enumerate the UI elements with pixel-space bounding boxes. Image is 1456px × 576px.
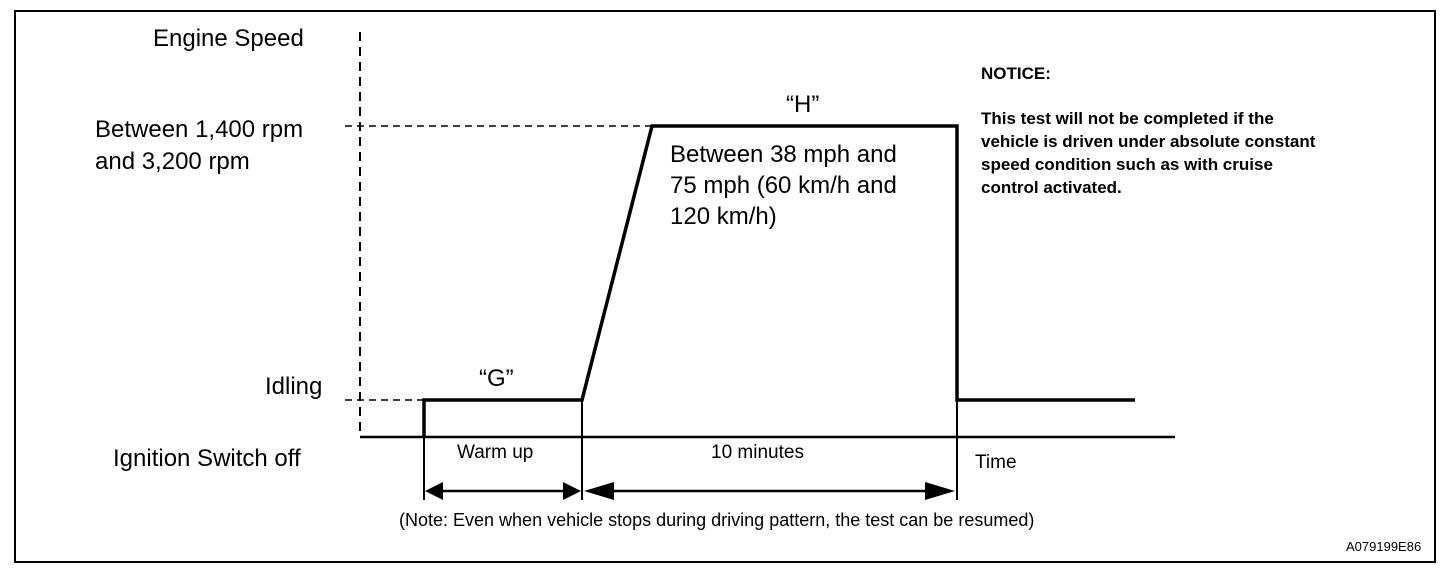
zone-h-description-line: 75 mph (60 km/h and bbox=[670, 172, 897, 199]
warmup-arrow-left-head bbox=[425, 482, 443, 500]
notice-box: NOTICE: This test will not be completed … bbox=[981, 62, 1431, 199]
warmup-label: Warm up bbox=[457, 442, 533, 463]
zone-h-description-line: 120 km/h) bbox=[670, 203, 777, 230]
zone-h-description-line: Between 38 mph and bbox=[670, 141, 897, 168]
notice-line: speed condition such as with cruise bbox=[981, 155, 1273, 174]
high-speed-label-line1: Between 1,400 rpm bbox=[95, 116, 303, 143]
diagram-frame bbox=[14, 10, 1436, 563]
notice-title: NOTICE: bbox=[981, 64, 1051, 83]
notice-line: control activated. bbox=[981, 178, 1122, 197]
resume-note: (Note: Even when vehicle stops during dr… bbox=[399, 510, 1034, 530]
notice-line: This test will not be completed if the bbox=[981, 109, 1274, 128]
zone-h-description: Between 38 mph and 75 mph (60 km/h and 1… bbox=[670, 139, 960, 232]
y-axis-title: Engine Speed bbox=[153, 25, 304, 52]
time-axis-label: Time bbox=[975, 452, 1017, 473]
ten-minute-arrow-left-head bbox=[584, 482, 614, 500]
ten-minutes-label: 10 minutes bbox=[711, 442, 804, 463]
ten-minute-arrow-right-head bbox=[925, 482, 955, 500]
idle-label: Idling bbox=[265, 373, 322, 400]
ignition-off-label: Ignition Switch off bbox=[113, 445, 301, 472]
zone-g-label: “G” bbox=[479, 365, 514, 392]
zone-h-label: “H” bbox=[786, 91, 819, 118]
figure-id: A079199E86 bbox=[1346, 539, 1421, 554]
high-speed-label-line2: and 3,200 rpm bbox=[95, 148, 250, 175]
warmup-arrow-right-head bbox=[563, 482, 581, 500]
notice-line: vehicle is driven under absolute constan… bbox=[981, 132, 1316, 151]
